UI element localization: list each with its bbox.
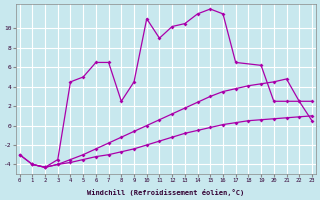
X-axis label: Windchill (Refroidissement éolien,°C): Windchill (Refroidissement éolien,°C): [87, 189, 244, 196]
